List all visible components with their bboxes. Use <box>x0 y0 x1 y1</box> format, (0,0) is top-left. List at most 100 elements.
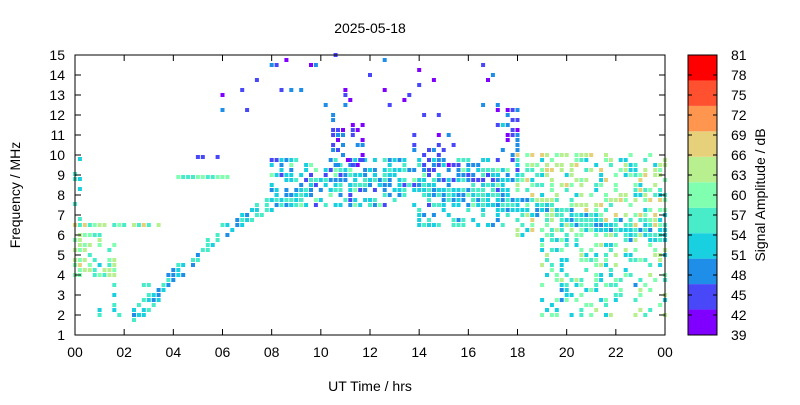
y-tick-label: 1 <box>57 327 65 343</box>
signal-point <box>510 198 515 202</box>
signal-point <box>481 158 486 162</box>
colorbar-band <box>688 105 717 132</box>
colorbar-tick-label: 81 <box>731 47 747 63</box>
signal-point <box>554 213 559 217</box>
signal-point <box>471 198 476 202</box>
signal-point <box>112 268 117 272</box>
signal-point <box>348 173 353 177</box>
signal-point <box>431 188 436 192</box>
signal-point <box>554 248 559 252</box>
signal-point <box>97 238 102 242</box>
signal-point <box>574 283 579 287</box>
signal-point <box>643 223 648 227</box>
signal-point <box>350 163 355 167</box>
signal-point <box>112 293 117 297</box>
signal-point <box>279 198 284 202</box>
signal-point <box>604 303 608 307</box>
x-axis-label: UT Time / hrs <box>328 378 412 394</box>
signal-point <box>338 163 343 167</box>
signal-point <box>441 188 446 192</box>
signal-point <box>515 143 520 147</box>
signal-point <box>250 208 254 212</box>
signal-point <box>412 168 417 172</box>
signal-point <box>510 208 515 212</box>
signal-point <box>245 108 250 112</box>
signal-point <box>633 238 638 242</box>
signal-point <box>422 173 427 177</box>
signal-point <box>338 173 343 177</box>
signal-point <box>372 198 377 202</box>
signal-point <box>146 223 151 227</box>
signal-point <box>274 173 279 177</box>
signal-point <box>397 158 402 162</box>
signal-point <box>653 278 658 282</box>
signal-point <box>584 178 589 182</box>
signal-point <box>422 113 427 117</box>
signal-point <box>328 158 333 162</box>
signal-point <box>294 203 299 207</box>
signal-point <box>658 303 663 307</box>
signal-point <box>559 168 564 172</box>
signal-point <box>446 168 451 172</box>
signal-point <box>195 175 200 179</box>
signal-point <box>490 188 495 192</box>
signal-point <box>331 143 336 147</box>
signal-point <box>336 133 340 137</box>
signal-point <box>633 213 638 217</box>
signal-point <box>613 198 618 202</box>
signal-point <box>77 268 82 272</box>
signal-point <box>323 183 328 187</box>
signal-point <box>331 128 336 132</box>
signal-point <box>338 178 343 182</box>
signal-point <box>500 168 505 172</box>
signal-point <box>481 103 486 107</box>
signal-point <box>333 183 338 187</box>
signal-point <box>579 223 584 227</box>
signal-point <box>549 233 554 237</box>
signal-point <box>628 223 633 227</box>
signal-point <box>294 158 299 162</box>
colorbar-tick-label: 39 <box>731 327 747 343</box>
signal-point <box>535 198 540 202</box>
signal-point <box>343 103 348 107</box>
signal-point <box>441 158 446 162</box>
signal-point <box>569 163 574 167</box>
signal-point <box>97 308 102 312</box>
signal-point <box>643 208 648 212</box>
signal-point <box>309 163 313 167</box>
signal-point <box>427 188 431 192</box>
signal-point <box>545 273 549 277</box>
colorbar-tick-label: 54 <box>731 227 747 243</box>
signal-point <box>515 163 520 167</box>
signal-point <box>623 168 628 172</box>
signal-point <box>97 233 102 237</box>
signal-point <box>402 98 407 102</box>
signal-point <box>151 303 156 307</box>
signal-point <box>481 193 486 197</box>
signal-point <box>633 248 638 252</box>
colorbar-tick-label: 42 <box>731 307 747 323</box>
signal-point <box>456 178 461 182</box>
signal-point <box>500 223 505 227</box>
signal-point <box>107 258 112 262</box>
signal-point <box>569 183 574 187</box>
signal-point <box>427 193 431 197</box>
signal-point <box>589 258 594 262</box>
signal-point <box>313 63 318 67</box>
signal-point <box>353 188 358 192</box>
signal-point <box>422 183 427 187</box>
signal-point <box>599 183 604 187</box>
signal-point <box>500 183 505 187</box>
signal-point <box>648 218 653 222</box>
signal-point <box>176 268 181 272</box>
signal-point <box>191 258 195 262</box>
signal-point <box>289 203 294 207</box>
signal-point <box>495 183 500 187</box>
signal-point <box>481 203 486 207</box>
x-tick-label: 22 <box>608 344 624 360</box>
signal-point <box>102 223 107 227</box>
signal-point <box>205 238 210 242</box>
signal-point <box>136 303 141 307</box>
signal-point <box>446 183 451 187</box>
signal-point <box>348 188 353 192</box>
